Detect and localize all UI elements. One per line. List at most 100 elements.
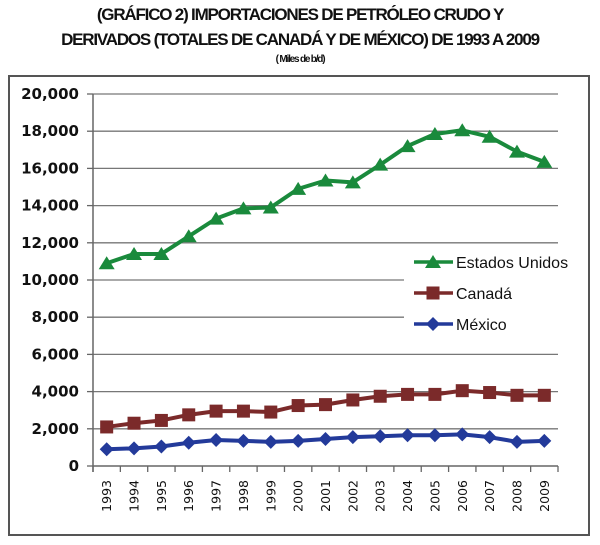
data-point-mexico [537,433,552,448]
data-point-mexico [181,435,196,450]
data-point-estados-unidos [454,123,471,137]
data-point-estados-unidos [481,129,498,143]
data-point-canada [100,420,114,434]
data-point-mexico [400,428,415,443]
data-point-canada [401,387,415,401]
y-tick-label: 6,000 [32,345,79,363]
data-point-mexico [291,433,306,448]
legend-marker [426,286,440,300]
x-tick-label: 1997 [209,480,224,512]
data-point-mexico [509,434,524,449]
x-tick-label: 2007 [482,480,497,512]
data-point-estados-unidos [262,200,279,214]
y-tick-label: 8,000 [32,308,79,326]
legend-marker [425,255,441,268]
y-tick-label: 14,000 [21,197,79,215]
x-tick-label: 1996 [181,480,196,512]
data-point-mexico [318,432,333,447]
x-tick-label: 1994 [127,480,142,512]
data-point-estados-unidos [235,201,252,215]
y-tick-label: 0 [69,457,79,475]
y-tick-label: 20,000 [21,85,79,103]
data-point-estados-unidos [208,211,225,225]
legend-label: México [456,317,507,334]
legend: Estados Unidos Canadá México [404,244,572,344]
x-tick-label: 2000 [291,480,306,512]
data-point-mexico [345,430,360,445]
legend-item-mexico: México [414,317,507,334]
data-point-canada [483,386,497,400]
data-point-canada [319,398,332,412]
data-point-estados-unidos [508,144,525,158]
data-point-estados-unidos [98,256,115,270]
data-point-canada [537,388,551,402]
data-point-canada [373,389,387,403]
chart-frame [8,75,590,536]
data-point-mexico [373,429,388,444]
chart-title-line2: DERIVADOS (TOTALES DE CANADÁ Y DE MÉXICO… [61,30,540,49]
y-tick-label: 4,000 [32,383,79,401]
data-point-canada [209,404,223,418]
x-tick-label: 1998 [236,480,251,512]
y-tick-label: 16,000 [21,159,79,177]
data-point-mexico [127,441,142,456]
data-point-estados-unidos [153,246,170,260]
data-point-estados-unidos [399,139,416,153]
data-point-mexico [236,433,251,448]
x-tick-label: 1999 [263,480,278,512]
data-point-canada [346,393,360,407]
data-point-estados-unidos [126,246,143,260]
data-point-estados-unidos [317,173,334,187]
x-tick-label: 1993 [99,480,114,512]
series-mexico [99,427,552,457]
data-point-canada [154,413,168,427]
data-point-estados-unidos [180,229,197,243]
x-tick-label: 2005 [427,480,442,512]
legend-label: Canadá [456,286,512,303]
data-point-mexico [263,434,278,449]
y-tick-labels: 0 2,000 4,000 6,000 8,000 10,000 12,000 14,000 1… [21,85,79,475]
x-tick-label: 2006 [455,480,470,512]
axes [87,93,559,472]
data-point-estados-unidos [426,126,443,140]
series-canada [100,384,551,434]
data-point-canada [236,404,250,418]
data-point-estados-unidos [290,181,307,195]
legend-item-canada: Canadá [414,286,512,303]
legend-item-estados-unidos: Estados Unidos [414,255,568,272]
data-point-estados-unidos [344,175,361,189]
legend-marker [426,317,440,331]
legend-label: Estados Unidos [456,255,568,272]
data-point-mexico [427,428,442,443]
chart-title-line1: (GRÁFICO 2) IMPORTACIONES DE PETRÓLEO CR… [96,5,504,24]
x-tick-label: 2009 [537,480,552,512]
data-point-canada [127,416,141,430]
data-point-mexico [209,432,224,447]
x-tick-label: 2008 [509,480,524,512]
chart-subtitle: ( Miles de b/d) [275,54,326,65]
series-group [98,123,553,457]
data-point-canada [428,387,442,401]
data-point-canada [182,408,196,422]
data-point-canada [510,388,524,402]
data-point-mexico [99,442,114,457]
data-point-mexico [455,427,470,442]
y-tick-label: 12,000 [21,234,79,252]
data-point-canada [455,384,469,398]
data-point-estados-unidos [372,157,389,171]
data-point-mexico [482,430,497,445]
data-point-canada [264,405,278,419]
y-tick-label: 2,000 [32,420,79,438]
data-point-estados-unidos [536,154,553,168]
x-tick-label: 2003 [373,480,388,512]
x-tick-label: 2001 [318,480,333,512]
y-tick-label: 18,000 [21,122,79,140]
x-tick-label: 1995 [154,480,169,512]
x-tick-labels: 1993 1994 1995 1996 1997 1998 1999 2000 2001 2002… [99,480,552,512]
y-tick-label: 10,000 [21,271,79,289]
x-tick-label: 2004 [400,480,415,512]
data-point-mexico [154,439,169,454]
data-point-canada [291,399,305,413]
series-estados-unidos [98,123,553,270]
